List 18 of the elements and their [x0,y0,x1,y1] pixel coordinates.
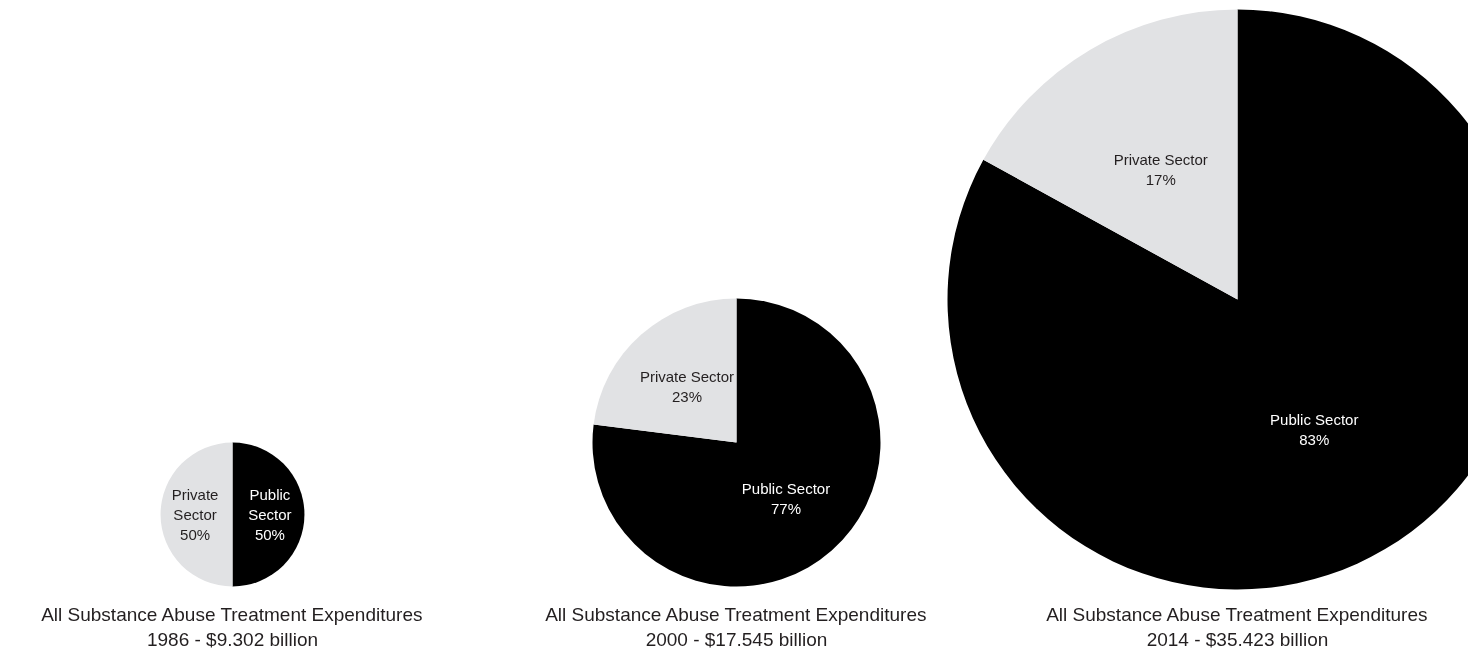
text: 2014 - $35.423 billion [1146,629,1329,650]
data-label: 77% [771,500,802,518]
data-label: 50% [180,526,211,544]
data-label: 23% [671,388,702,406]
data-label: 17% [1145,171,1176,189]
text: All Substance Abuse Treatment Expenditures [1046,604,1428,625]
data-label: 83% [1299,431,1330,448]
slice-label: Public Sector [741,479,831,497]
slice-label: Public Sector [248,485,292,523]
text: 1986 - $9.302 billion [146,629,319,650]
text: All Substance Abuse Treatment Expenditures [545,604,927,625]
text: All Substance Abuse Treatment Expenditures [41,604,423,625]
data-label: 50% [254,526,285,544]
slice-label: Private Sector [639,367,735,385]
text: 2000 - $17.545 billion [645,629,828,650]
slice-label: Private Sector [171,485,219,523]
slice-label: Private Sector [1113,151,1208,168]
slice-label: Public Sector [1270,410,1359,428]
